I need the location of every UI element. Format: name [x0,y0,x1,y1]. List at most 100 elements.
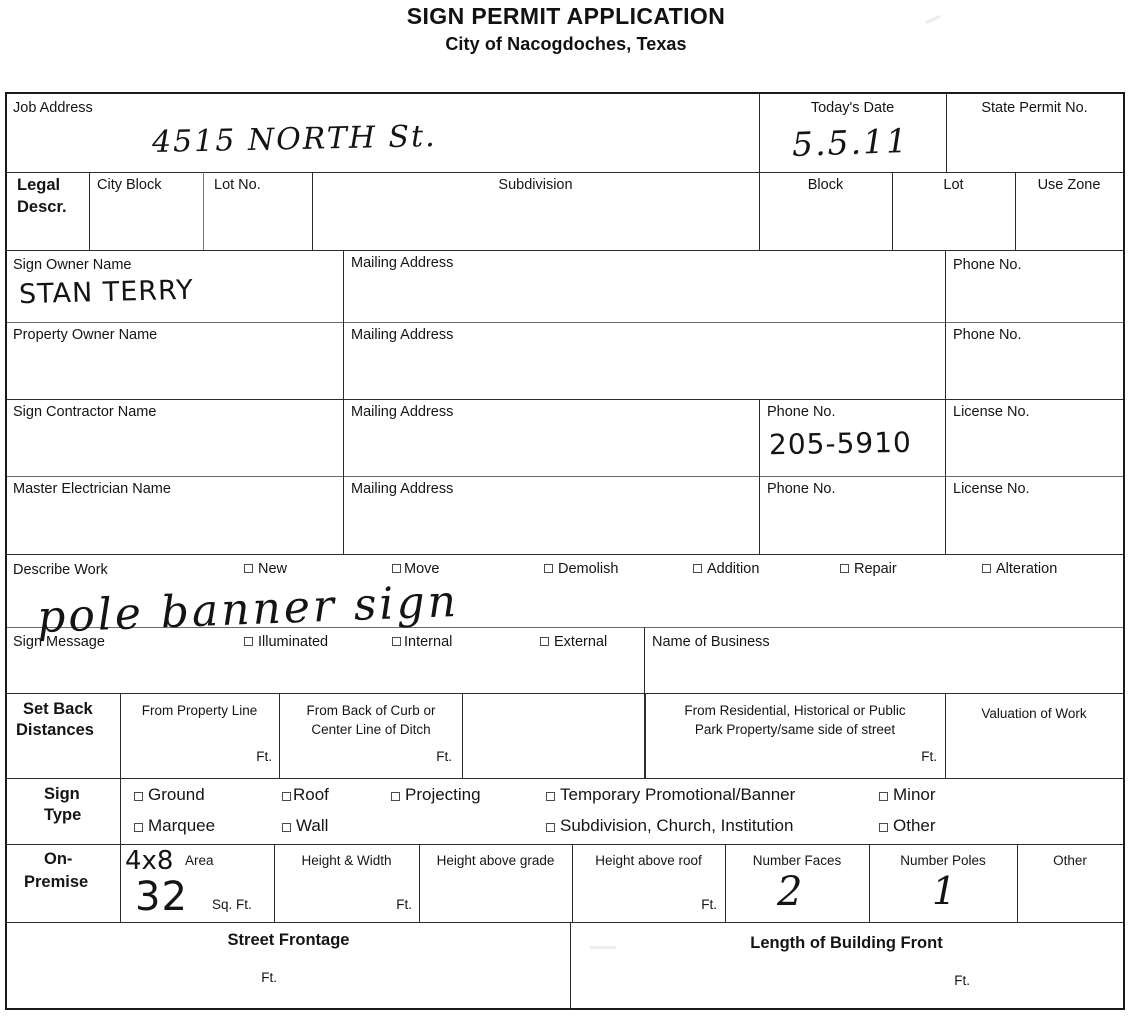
checkbox-signtype-subdivision-church-institution[interactable] [546,823,555,832]
number-poles-label: Number Poles [900,853,986,868]
job-address-value: 4515 NORTH St. [151,119,437,160]
height-above-grade-label: Height above grade [436,853,555,868]
checkbox-label-other: Other [893,816,936,835]
checkbox-message-internal[interactable] [392,637,401,646]
checkbox-signtype-wall[interactable] [282,823,291,832]
on-premise-label-line2: Premise [24,873,89,891]
checkbox-label-minor: Minor [893,785,936,804]
legal-descr-label-line1: Legal [17,176,61,194]
divider-grade-roof [572,844,573,922]
checkbox-signtype-temporary-promotional-banner[interactable] [546,792,555,801]
divider-job-todaysdate [759,94,760,172]
rule-electrician-bottom [7,554,1123,555]
checkbox-work-repair[interactable] [840,564,849,573]
describe-work-label: Describe Work [13,562,108,578]
master-electrician-phone-label: Phone No. [767,481,836,497]
from-curb-label-line2: Center Line of Ditch [311,722,431,737]
rule-legal-bottom [7,250,1123,251]
length-of-building-front-label: Length of Building Front [750,934,943,952]
divider-setback-label [120,693,121,778]
divider-residential-valuation [945,693,946,778]
divider-mailing-phone-contractor [759,399,760,554]
checkbox-work-move[interactable] [392,564,401,573]
sign-owner-name-value: STAN TERRY [18,274,195,311]
divider-signmessage-business [644,627,645,778]
checkbox-work-demolish[interactable] [544,564,553,573]
scan-artifact-bottom [590,946,616,949]
height-above-roof-label: Height above roof [595,853,702,868]
from-curb-label-line1: From Back of Curb or [306,703,436,718]
valuation-of-work-label: Valuation of Work [981,706,1087,721]
rule-sign-owner-bottom [7,322,1123,323]
divider-signtype-label [120,778,121,844]
checkbox-label-demolish: Demolish [558,561,619,577]
number-poles-value: 1 [932,869,957,913]
on-premise-area-value: 32 [135,874,188,920]
street-frontage-label: Street Frontage [227,931,350,949]
checkbox-label-marquee: Marquee [148,816,216,835]
from-residential-label-line2: Park Property/same side of street [694,722,896,737]
divider-lotno-subdivision [312,172,313,250]
checkbox-label-addition: Addition [707,561,760,577]
checkbox-signtype-projecting[interactable] [391,792,400,801]
height-width-label: Height & Width [301,853,392,868]
on-premise-area-dimension-value: 4x8 [125,846,174,876]
set-back-label-line1: Set Back [23,700,93,718]
checkbox-message-illuminated[interactable] [244,637,253,646]
on-premise-label-line1: On- [44,850,73,868]
checkbox-signtype-minor[interactable] [879,792,888,801]
describe-work-value: pole banner sign [36,575,460,644]
city-block-label: City Block [97,177,162,193]
street-frontage-unit: Ft. [261,970,277,985]
lot-label: Lot [943,177,964,193]
page-title: SIGN PERMIT APPLICATION [406,3,726,29]
divider-cityblock-lotno [203,172,204,250]
sign-contractor-license-label: License No. [953,404,1030,420]
divider-onpremise-label [120,844,121,922]
divider-block-lot [892,172,893,250]
property-owner-mailing-label: Mailing Address [351,327,454,343]
rule-job-address-bottom [7,172,1123,173]
checkbox-signtype-marquee[interactable] [134,823,143,832]
set-back-label-line2: Distances [16,721,94,739]
use-zone-label: Use Zone [1037,177,1101,193]
checkbox-signtype-ground[interactable] [134,792,143,801]
checkbox-label-temporary-promotional-banner: Temporary Promotional/Banner [560,785,796,804]
checkbox-message-external[interactable] [540,637,549,646]
sign-type-label-line1: Sign [44,785,80,803]
checkbox-work-new[interactable] [244,564,253,573]
divider-mailing-phone-signowner [945,250,946,399]
divider-propline-curb [279,693,280,778]
checkbox-label-alteration: Alteration [996,561,1058,577]
divider-phone-license-contractor [945,399,946,554]
divider-todaysdate-statepermit [946,94,947,172]
from-residential-label-line1: From Residential, Historical or Public [684,703,906,718]
state-permit-no-label: State Permit No. [981,100,1088,116]
rule-sign-type-bottom [7,844,1123,845]
sign-permit-form: Job Address 4515 NORTH St. Today's Date … [5,92,1125,1010]
checkbox-label-external: External [554,634,608,650]
on-premise-other-label: Other [1053,853,1087,868]
checkbox-label-roof: Roof [293,785,329,804]
from-property-line-label: From Property Line [141,703,258,718]
divider-faces-poles [869,844,870,922]
subdivision-label: Subdivision [498,177,573,193]
rule-sign-message-bottom [7,693,1123,694]
from-property-line-unit: Ft. [256,749,272,764]
from-curb-unit: Ft. [436,749,452,764]
rule-contractor-bottom [7,476,1123,477]
checkbox-work-addition[interactable] [693,564,702,573]
checkbox-work-alteration[interactable] [982,564,991,573]
checkbox-label-move: Move [404,561,440,577]
checkbox-label-wall: Wall [296,816,329,835]
on-premise-area-label: Area [185,853,214,868]
master-electrician-mailing-label: Mailing Address [351,481,454,497]
master-electrician-license-label: License No. [953,481,1030,497]
name-of-business-label: Name of Business [652,634,770,650]
sign-contractor-name-label: Sign Contractor Name [13,404,157,420]
checkbox-signtype-roof[interactable] [282,792,291,801]
divider-blank-residential [645,693,646,778]
checkbox-signtype-other[interactable] [879,823,888,832]
rule-describe-work-bottom [7,627,1123,628]
sign-owner-phone-label: Phone No. [953,257,1022,273]
